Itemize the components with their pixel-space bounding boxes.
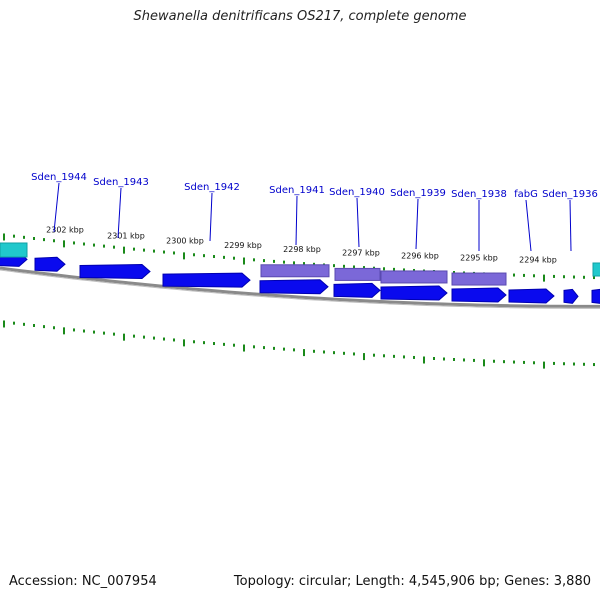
- gene-leader-line: [209, 192, 213, 242]
- gene-arrow: [34, 256, 66, 272]
- gene-label-sden-1944[interactable]: Sden_1944: [31, 172, 87, 183]
- gene-arrow: [563, 288, 579, 304]
- kbp-labels: 2302 kbp 2301 kbp 2300 kbp 2299 kbp 2298 kbp…: [46, 225, 557, 264]
- gene-leader-line: [295, 195, 298, 246]
- kbp-label: 2296 kbp: [401, 251, 439, 260]
- backbone-shadow: [0, 269, 600, 309]
- gene-label-sden-1942[interactable]: Sden_1942: [184, 182, 240, 193]
- gene-leader-line: [415, 198, 419, 250]
- feature-box: [260, 264, 330, 278]
- gene-label-sden-1940[interactable]: Sden_1940: [329, 187, 385, 198]
- kbp-label: 2295 kbp: [460, 254, 498, 263]
- gene-label-sden-1936[interactable]: Sden_1936: [542, 189, 598, 200]
- gene-leader-line: [569, 199, 572, 252]
- gene-label-sden-1943[interactable]: Sden_1943: [93, 177, 149, 188]
- kbp-label: 2302 kbp: [46, 225, 84, 234]
- map-title: Shewanella denitrificans OS217, complete…: [133, 9, 467, 24]
- gene-label-sden-1938[interactable]: Sden_1938: [451, 189, 507, 200]
- gene-arrow: [591, 288, 600, 304]
- kbp-label: 2301 kbp: [107, 231, 145, 240]
- gene-arrow: [380, 285, 448, 301]
- gene-arrow: [451, 287, 507, 303]
- gene-leader-line: [117, 187, 122, 239]
- gene-label-sden-1941[interactable]: Sden_1941: [269, 185, 325, 196]
- gene-leader-line: [356, 197, 360, 248]
- accession-text: Accession: NC_007954: [9, 574, 157, 589]
- cyan-feature: [0, 242, 28, 258]
- gene-arrow: [333, 282, 381, 298]
- gene-arrow: [162, 272, 251, 288]
- cyan-feature: [592, 262, 600, 277]
- kbp-label: 2299 kbp: [224, 241, 262, 250]
- backbone-line: [0, 266, 600, 308]
- gene-arrow: [79, 263, 151, 279]
- kbp-label: 2298 kbp: [283, 245, 321, 254]
- kbp-label: 2300 kbp: [166, 236, 204, 245]
- gene-label-sden-1939[interactable]: Sden_1939: [390, 188, 446, 199]
- gene-leader-line: [525, 199, 532, 252]
- backbone: [0, 266, 600, 309]
- feature-track: [0, 242, 600, 304]
- gene-labels: Sden_1944 Sden_1943 Sden_1942 Sden_1941 Sden…: [31, 172, 598, 252]
- gene-arrow: [508, 288, 555, 304]
- inner-tick-ring: [3, 320, 595, 369]
- gene-leader-line: [53, 182, 60, 233]
- gene-arrow: [259, 279, 329, 295]
- feature-box: [380, 270, 448, 284]
- kbp-label: 2294 kbp: [519, 255, 557, 264]
- feature-box: [334, 267, 381, 281]
- feature-box: [451, 272, 507, 286]
- gene-label-fabg[interactable]: fabG: [514, 189, 538, 200]
- topology-text: Topology: circular; Length: 4,545,906 bp…: [233, 574, 591, 589]
- kbp-label: 2297 kbp: [342, 248, 380, 257]
